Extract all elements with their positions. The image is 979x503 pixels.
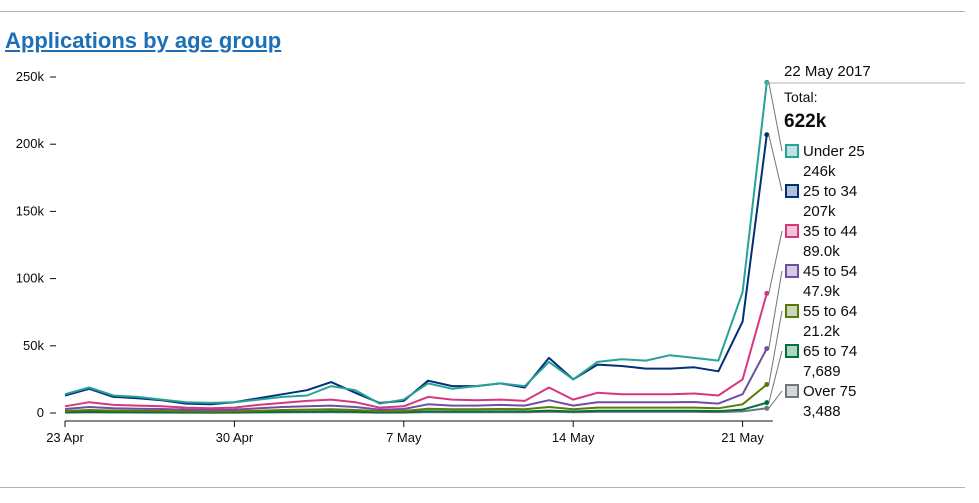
legend-value-45-to-54: 47.9k — [803, 283, 840, 300]
series-endpoint-35-to-44 — [764, 290, 770, 296]
legend-swatch-under-25 — [785, 144, 799, 158]
legend-swatch-over-75 — [785, 384, 799, 398]
legend-leader-line — [768, 390, 783, 409]
x-tick-label: 14 May — [552, 430, 595, 445]
legend-name-25-to-34: 25 to 34 — [803, 183, 857, 200]
x-tick-label: 7 May — [386, 430, 422, 445]
legend-name-over-75: Over 75 — [803, 383, 856, 400]
series-endpoint-25-to-34 — [764, 132, 770, 138]
series-lines — [64, 79, 770, 414]
top-divider — [0, 11, 965, 12]
legend-value-25-to-34: 207k — [803, 203, 836, 220]
x-tick-label: 30 Apr — [216, 430, 254, 445]
legend-leader-line — [768, 82, 783, 152]
series-line-25-to-34 — [64, 134, 768, 406]
legend-swatch-25-to-34 — [785, 184, 799, 198]
series-line-45-to-54 — [64, 348, 768, 411]
legend-name-55-to-64: 55 to 64 — [803, 303, 857, 320]
series-endpoint-under-25 — [764, 79, 770, 85]
y-axis: 0 50k 100k 150k 200k 250k — [16, 69, 56, 420]
series-line-55-to-64 — [64, 383, 768, 413]
series-endpoint-over-75 — [764, 405, 770, 411]
y-tick-label: 100k — [16, 271, 45, 286]
x-axis: 23 Apr 30 Apr 7 May 14 May 21 May — [46, 420, 773, 445]
legend-name-35-to-44: 35 to 44 — [803, 223, 857, 240]
legend-swatch-35-to-44 — [785, 224, 799, 238]
series-endpoint-45-to-54 — [764, 346, 770, 352]
legend-value-35-to-44: 89.0k — [803, 243, 840, 260]
legend-value-65-to-74: 7,689 — [803, 363, 841, 380]
legend-leader-line — [768, 350, 783, 403]
legend-value-over-75: 3,488 — [803, 403, 841, 420]
x-tick-label: 21 May — [721, 430, 764, 445]
series-line-35-to-44 — [64, 293, 768, 410]
series-endpoint-65-to-74 — [764, 400, 770, 406]
legend-value-55-to-64: 21.2k — [803, 323, 840, 340]
y-tick-label: 150k — [16, 203, 45, 218]
legend-leader-line — [768, 270, 783, 349]
legend-value-under-25: 246k — [803, 163, 836, 180]
legend-leader-line — [768, 134, 783, 192]
tooltip-legend: 22 May 2017 Total: 622k Under 25 246k 25 t… — [766, 63, 965, 420]
y-tick-label: 200k — [16, 136, 45, 151]
legend-leader-line — [768, 230, 783, 294]
y-tick-label: 0 — [37, 405, 44, 420]
legend-swatch-65-to-74 — [785, 344, 799, 358]
series-line-under-25 — [64, 82, 768, 405]
series-endpoint-55-to-64 — [764, 382, 770, 388]
legend-swatch-55-to-64 — [785, 304, 799, 318]
legend-name-65-to-74: 65 to 74 — [803, 343, 857, 360]
bottom-divider — [0, 487, 965, 488]
legend-items: Under 25 246k 25 to 34 207k 35 to 44 89.0k 45 … — [768, 82, 865, 420]
tooltip-total-label: Total: — [784, 89, 817, 105]
tooltip-total-value: 622k — [784, 111, 827, 132]
legend-leader-line — [768, 310, 783, 385]
legend-swatch-45-to-54 — [785, 264, 799, 278]
y-tick-label: 50k — [23, 338, 44, 353]
tooltip-date: 22 May 2017 — [784, 63, 871, 80]
legend-name-45-to-54: 45 to 54 — [803, 263, 857, 280]
y-tick-label: 250k — [16, 69, 45, 84]
x-tick-label: 23 Apr — [46, 430, 84, 445]
legend-name-under-25: Under 25 — [803, 143, 865, 160]
chart-title-link[interactable]: Applications by age group — [5, 28, 282, 53]
